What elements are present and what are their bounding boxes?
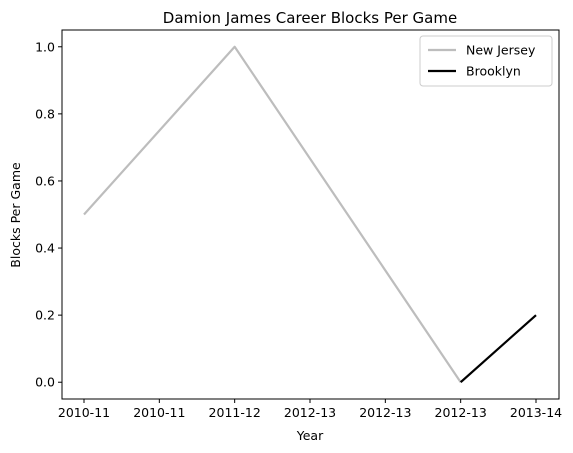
- series-line-brooklyn: [459, 314, 537, 384]
- y-tick-label: 0.8: [35, 106, 55, 121]
- x-tick-label: 2010-11: [58, 405, 110, 420]
- x-axis-label: Year: [296, 428, 324, 443]
- x-axis: 2010-11 2010-11 2011-12 2012-13 2012-13 2012-…: [58, 399, 562, 420]
- y-tick-label: 0.0: [35, 375, 55, 390]
- legend-label: New Jersey: [466, 43, 536, 58]
- y-tick-label: 0.2: [35, 308, 55, 323]
- x-tick-label: 2012-13: [435, 405, 487, 420]
- y-tick-label: 1.0: [35, 39, 55, 54]
- x-tick-label: 2012-13: [359, 405, 411, 420]
- x-tick-label: 2011-12: [209, 405, 261, 420]
- series-line-new-jersey: [83, 45, 462, 383]
- x-tick-label: 2010-11: [133, 405, 185, 420]
- chart-title: Damion James Career Blocks Per Game: [163, 9, 457, 27]
- legend: New Jersey Brooklyn: [419, 35, 553, 87]
- y-tick-label: 0.4: [35, 241, 55, 256]
- legend-label: Brooklyn: [466, 64, 521, 79]
- x-tick-label: 2012-13: [284, 405, 336, 420]
- legend-box: [419, 35, 553, 87]
- series-lines: [83, 45, 537, 384]
- y-tick-label: 0.6: [35, 173, 55, 188]
- x-tick-label: 2013-14: [510, 405, 562, 420]
- y-axis: 0.0 0.2 0.4 0.6 0.8 1.0: [35, 39, 62, 390]
- y-axis-label: Blocks Per Game: [8, 162, 23, 268]
